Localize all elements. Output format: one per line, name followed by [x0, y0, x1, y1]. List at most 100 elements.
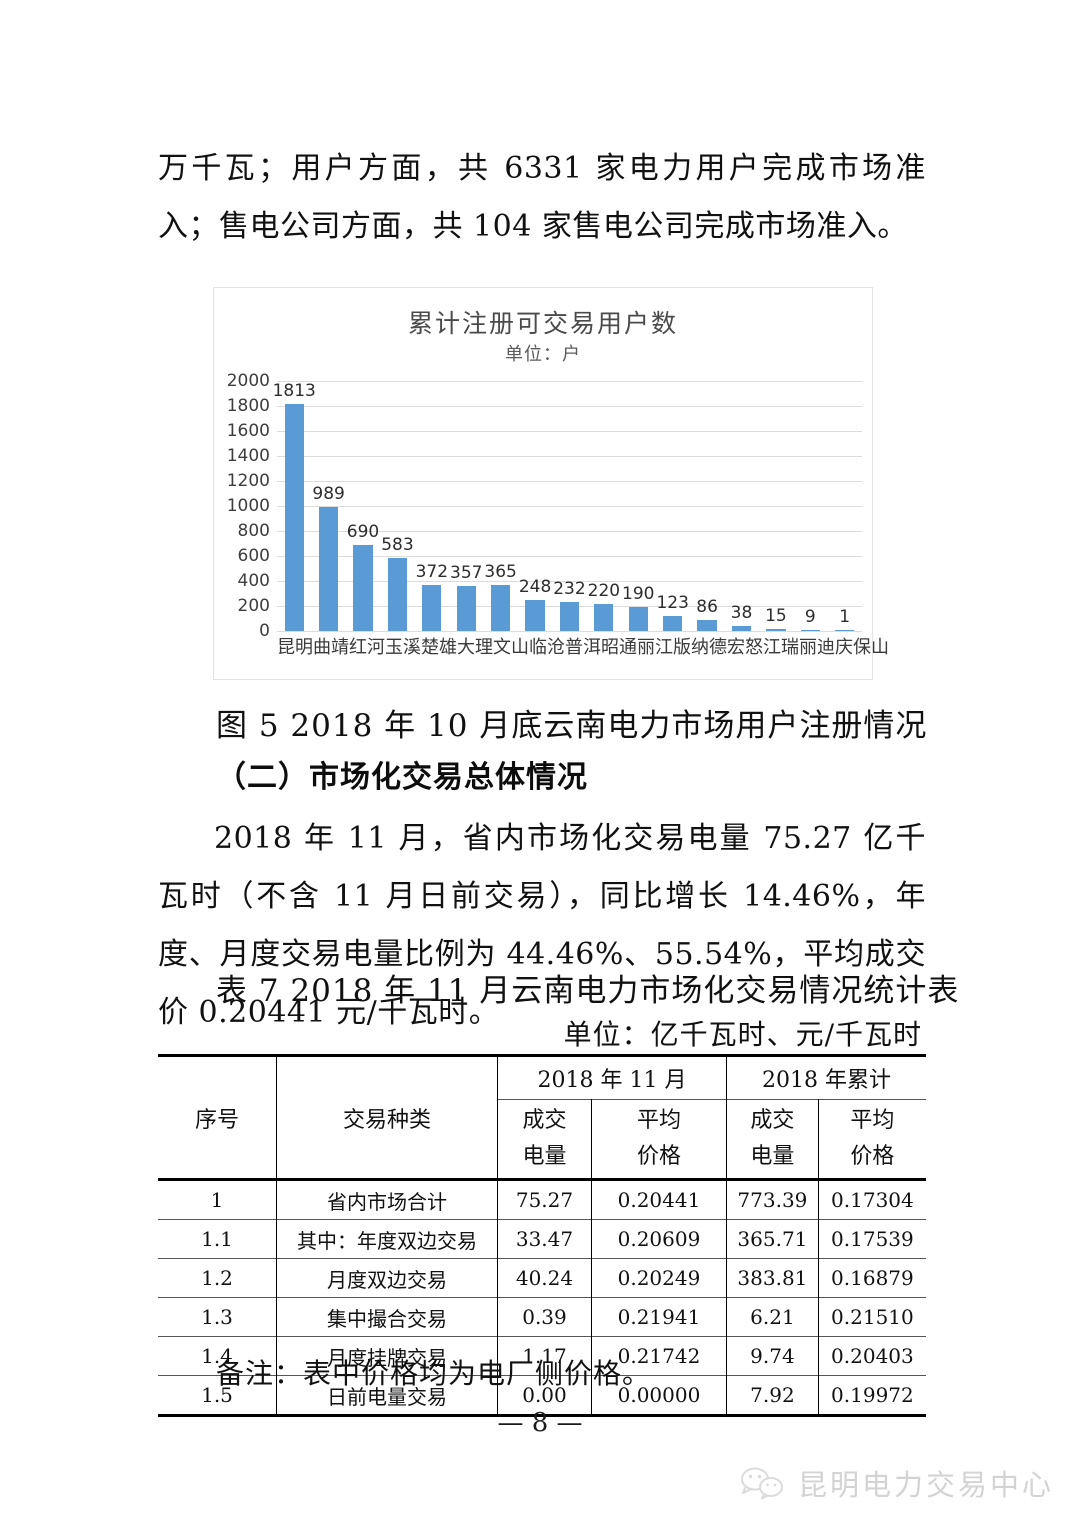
header-month-volume: 成交 电量 — [497, 1099, 592, 1180]
chart-y-tick-label: 800 — [237, 521, 270, 541]
cell-cumulative-price: 0.21510 — [817, 1297, 926, 1337]
cell-trade-type: 月度双边交易 — [276, 1258, 498, 1298]
trade-overview-paragraph: 2018 年 11 月，省内市场化交易电量 75.27 亿千瓦时（不含 11 月… — [158, 810, 926, 1042]
chart-x-tick-label: 楚雄 — [421, 637, 457, 658]
chart-x-tick-label: 版纳 — [673, 637, 709, 658]
chart-bar — [525, 600, 545, 631]
chart-bar-value-label: 9 — [804, 606, 816, 627]
table-header-row-subs: 成交 电量 平均 价格 成交 电量 平均 价格 — [158, 1099, 926, 1180]
header-cumulative-volume-l2: 电量 — [750, 1144, 795, 1169]
cell-month-volume: 40.24 — [497, 1258, 592, 1298]
cell-cumulative-price: 0.20403 — [817, 1336, 926, 1376]
chart-x-tick-label: 昆明 — [277, 637, 313, 658]
chart-bar-group: 86 — [690, 381, 724, 631]
chart-gridline — [277, 431, 862, 432]
cell-index: 1.2 — [158, 1258, 277, 1298]
table-unit-label: 单位：亿千瓦时、元/千瓦时 — [563, 1018, 922, 1051]
header-month-volume-l1: 成交 — [522, 1108, 567, 1133]
cell-cumulative-price: 0.17304 — [817, 1178, 926, 1220]
chart-bar-value-label: 38 — [730, 603, 753, 624]
table-row: 1.2 月度双边交易 40.24 0.20249 383.81 0.16879 — [158, 1258, 926, 1298]
chart-y-tick-label: 600 — [237, 546, 270, 566]
chart-bar-group: 9 — [793, 381, 827, 631]
cell-trade-type: 日前电量交易 — [276, 1375, 498, 1417]
chart-plot-area: 2000 1800 1600 1400 1200 1000 800 600 400 200 0 18… — [227, 371, 862, 641]
cell-cumulative-volume: 9.74 — [726, 1336, 819, 1376]
cell-cumulative-volume: 773.39 — [726, 1178, 819, 1220]
cell-cumulative-volume: 383.81 — [726, 1258, 819, 1298]
cell-index: 1.4 — [158, 1336, 277, 1376]
chart-x-axis: 昆明 曲靖 红河 玉溪 楚雄 大理 文山 临沧 普洱 昭通 丽江 版纳 德宏 怒江 瑞丽 迪庆 保山 — [277, 633, 889, 659]
chart-x-tick-label: 迪庆 — [817, 637, 853, 658]
table-body: 1 省内市场合计 75.27 0.20441 773.39 0.17304 1.1 其中：年度… — [158, 1178, 926, 1417]
header-cumulative-volume-l1: 成交 — [750, 1108, 795, 1133]
cell-month-price: 0.20609 — [590, 1219, 728, 1259]
chart-bar-value-label: 220 — [587, 580, 621, 601]
chart-bar-value-label: 690 — [346, 521, 380, 542]
cell-trade-type: 其中：年度双边交易 — [276, 1219, 498, 1259]
table-head: 序号 交易种类 2018 年 11 月 2018 年累计 成交 电量 平均 价格… — [158, 1054, 926, 1180]
chart-y-tick-label: 1600 — [226, 421, 270, 441]
chart-x-tick-label: 保山 — [853, 637, 889, 658]
chart-x-tick-label: 曲靖 — [313, 637, 349, 658]
chart-bar-group: 357 — [449, 381, 483, 631]
chart-bar-value-label: 15 — [765, 606, 787, 627]
chart-bar — [835, 629, 855, 631]
chart-bar-group: 15 — [759, 381, 793, 631]
section-heading: （二）市场化交易总体情况 — [216, 760, 588, 795]
cell-cumulative-volume: 365.71 — [726, 1219, 819, 1259]
chart-bar-group: 989 — [311, 381, 345, 631]
table-row: 1.3 集中撮合交易 0.39 0.21941 6.21 0.21510 — [158, 1297, 926, 1337]
chart-bar — [353, 544, 373, 631]
cell-month-price: 0.21941 — [590, 1297, 728, 1337]
cell-trade-type: 省内市场合计 — [276, 1178, 498, 1220]
cell-month-volume: 33.47 — [497, 1219, 592, 1259]
chart-x-tick-label: 红河 — [349, 637, 385, 658]
trade-paragraph-text: 2018 年 11 月，省内市场化交易电量 75.27 亿千瓦时（不含 11 月… — [158, 821, 926, 1030]
watermark: 昆明电力交易中心 — [740, 1462, 1054, 1504]
chart-y-tick-label: 1200 — [226, 471, 270, 491]
trade-statistics-table: 序号 交易种类 2018 年 11 月 2018 年累计 成交 电量 平均 价格… — [158, 1054, 926, 1417]
table-header-row-groups: 序号 交易种类 2018 年 11 月 2018 年累计 — [158, 1054, 926, 1180]
header-month-price-l1: 平均 — [636, 1108, 681, 1133]
chart-x-tick-label: 怒江 — [745, 637, 781, 658]
cell-month-volume: 75.27 — [497, 1178, 592, 1220]
chart-subtitle: 单位：户 — [505, 344, 581, 365]
page-number: — 8 — — [497, 1408, 583, 1438]
chart-bar-value-label: 372 — [415, 561, 449, 582]
header-month-volume-l2: 电量 — [522, 1144, 567, 1169]
chart-y-tick-label: 1400 — [226, 446, 270, 466]
chart-gridline — [277, 631, 862, 632]
chart-x-tick-label: 文山 — [493, 637, 529, 658]
header-cumulative-price-l2: 价格 — [850, 1144, 895, 1169]
cell-month-price: 0.20249 — [590, 1258, 728, 1298]
header-cumulative-volume: 成交 电量 — [726, 1099, 819, 1180]
cell-month-price: 0.20441 — [590, 1178, 728, 1220]
cell-month-price: 0.21742 — [590, 1336, 728, 1376]
cell-month-price: 0.00000 — [590, 1375, 728, 1417]
chart-bar-value-label: 86 — [696, 597, 718, 618]
chart-bar-value-label: 1813 — [272, 381, 316, 402]
chart-gridline — [277, 456, 862, 457]
chart-bar-group: 583 — [380, 381, 414, 631]
watermark-text: 昆明电力交易中心 — [797, 1468, 1054, 1502]
chart-x-tick-label: 普洱 — [565, 637, 601, 658]
chart-bar — [800, 629, 820, 631]
chart-bar — [594, 603, 614, 631]
chart-gridline — [277, 381, 862, 382]
chart-bar-value-label: 1 — [839, 606, 851, 627]
chart-x-tick-label: 玉溪 — [385, 637, 421, 658]
chart-bar-value-label: 232 — [553, 579, 586, 599]
chart-bar — [491, 585, 511, 631]
table-row: 1 省内市场合计 75.27 0.20441 773.39 0.17304 — [158, 1178, 926, 1220]
cell-cumulative-volume: 6.21 — [726, 1297, 819, 1337]
chart-bar — [387, 558, 408, 631]
chart-bar-value-label: 583 — [381, 535, 414, 556]
chart-x-tick-label: 德宏 — [709, 637, 745, 658]
cell-trade-type: 集中撮合交易 — [276, 1297, 498, 1337]
chart-gridline — [277, 481, 862, 482]
header-month-price: 平均 价格 — [590, 1099, 728, 1180]
chart-bar — [559, 602, 580, 631]
cell-cumulative-price: 0.19972 — [817, 1375, 926, 1417]
chart-bar — [766, 629, 786, 631]
